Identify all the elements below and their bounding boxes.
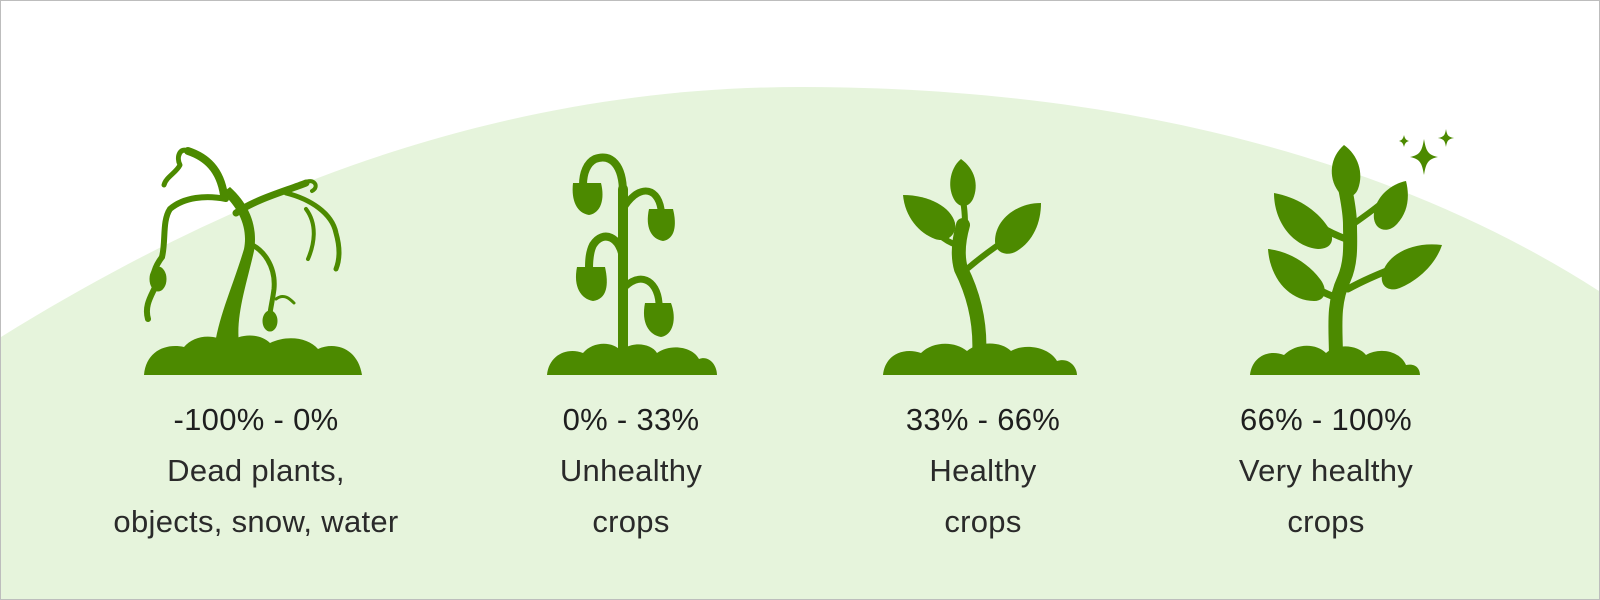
- category-description: Healthy crops: [929, 453, 1037, 539]
- thriving-plant-icon: [1250, 129, 1454, 375]
- dead-plant-icon: [144, 147, 362, 375]
- category-description: Very healthy crops: [1238, 453, 1414, 539]
- category-unhealthy: 0% - 33% Unhealthy crops: [431, 129, 831, 547]
- category-range: -100% - 0%: [173, 402, 339, 437]
- category-range: 0% - 33%: [562, 402, 700, 437]
- healthy-sprout-icon: [883, 159, 1077, 375]
- category-description: Dead plants, objects, snow, water: [113, 453, 399, 539]
- category-description: Unhealthy crops: [559, 453, 703, 539]
- category-range: 66% - 100%: [1240, 402, 1412, 437]
- category-healthy: 33% - 66% Healthy crops: [783, 129, 1183, 547]
- category-very-healthy: 66% - 100% Very healthy crops: [1126, 129, 1526, 547]
- wilting-plant-icon: [547, 153, 717, 375]
- category-dead: -100% - 0% Dead plants, objects, snow, w…: [56, 129, 456, 547]
- category-range: 33% - 66%: [905, 402, 1061, 437]
